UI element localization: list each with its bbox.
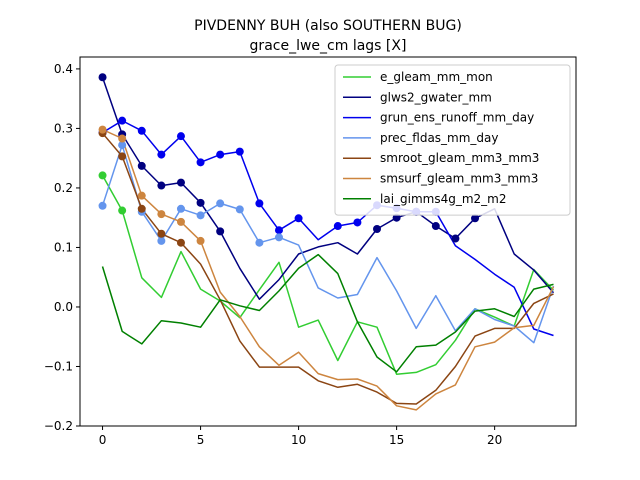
legend-label-prec_fldas_mm_day: prec_fldas_mm_day <box>380 131 499 145</box>
point-smroot_gleam_mm3_mm3-4 <box>176 238 185 247</box>
point-prec_fldas_mm_day-4 <box>176 204 185 213</box>
point-prec_fldas_mm_day-3 <box>157 236 166 245</box>
point-glws2_gwater_mm-3 <box>157 181 166 190</box>
point-glws2_gwater_mm-18 <box>451 234 460 243</box>
point-e_gleam_mm_mon-0 <box>98 171 107 180</box>
point-prec_fldas_mm_day-0 <box>98 201 107 210</box>
point-prec_fldas_mm_day-6 <box>216 199 225 208</box>
point-grun_ens_runoff_mm_day-2 <box>137 126 146 135</box>
x-axis: 0 5 10 15 20 <box>99 426 502 447</box>
legend-label-e_gleam_mm_mon: e_gleam_mm_mon <box>380 70 493 84</box>
legend-label-lai_gimms4g_m2_m2: lai_gimms4g_m2_m2 <box>380 192 507 206</box>
point-smroot_gleam_mm3_mm3-3 <box>157 229 166 238</box>
point-smsurf_gleam_mm3_mm3-2 <box>137 191 146 200</box>
legend-label-smroot_gleam_mm3_mm3: smroot_gleam_mm3_mm3 <box>380 151 539 165</box>
point-prec_fldas_mm_day-5 <box>196 211 205 220</box>
point-glws2_gwater_mm-4 <box>176 178 185 187</box>
point-glws2_gwater_mm-19 <box>471 214 480 223</box>
point-smsurf_gleam_mm3_mm3-1 <box>118 134 127 143</box>
legend-box <box>334 64 571 216</box>
point-grun_ens_runoff_mm_day-8 <box>255 199 264 208</box>
y-tick-label-0: −0.2 <box>44 419 73 433</box>
point-glws2_gwater_mm-0 <box>98 73 107 82</box>
point-smsurf_gleam_mm3_mm3-5 <box>196 236 205 245</box>
chart-title: PIVDENNY BUH (also SOUTHERN BUG) <box>194 18 462 34</box>
point-smsurf_gleam_mm3_mm3-0 <box>98 125 107 134</box>
point-glws2_gwater_mm-14 <box>373 225 382 234</box>
point-glws2_gwater_mm-2 <box>137 161 146 170</box>
point-grun_ens_runoff_mm_day-9 <box>274 226 283 235</box>
point-grun_ens_runoff_mm_day-4 <box>176 132 185 141</box>
x-tick-label-0: 0 <box>99 433 107 447</box>
point-grun_ens_runoff_mm_day-5 <box>196 158 205 167</box>
point-glws2_gwater_mm-5 <box>196 198 205 207</box>
y-tick-label-3: 0.1 <box>54 240 73 254</box>
series-line-lai_gimms4g_m2_m2 <box>101 253 554 373</box>
point-grun_ens_runoff_mm_day-3 <box>157 150 166 159</box>
point-grun_ens_runoff_mm_day-1 <box>118 116 127 125</box>
point-smsurf_gleam_mm3_mm3-3 <box>157 210 166 219</box>
point-prec_fldas_mm_day-8 <box>255 238 264 247</box>
point-grun_ens_runoff_mm_day-6 <box>216 150 225 159</box>
x-tick-label-20: 20 <box>487 433 502 447</box>
point-e_gleam_mm_mon-1 <box>118 206 127 215</box>
plot-frame <box>79 56 577 427</box>
point-grun_ens_runoff_mm_day-7 <box>235 147 244 156</box>
y-axis: −0.2 −0.1 0.0 0.1 0.2 0.3 0.4 <box>44 62 80 433</box>
point-prec_fldas_mm_day-9 <box>274 233 283 242</box>
y-tick-label-6: 0.4 <box>54 62 73 76</box>
point-grun_ens_runoff_mm_day-13 <box>353 218 362 227</box>
point-glws2_gwater_mm-17 <box>431 222 440 231</box>
series-line-grun_ens_runoff_mm_day <box>102 119 554 337</box>
y-tick-label-4: 0.2 <box>54 181 73 195</box>
legend: e_gleam_mm_mon glws2_gwater_mm grun_ens_ru… <box>334 64 571 216</box>
y-tick-label-5: 0.3 <box>54 121 73 135</box>
x-tick-label-15: 15 <box>389 433 404 447</box>
point-glws2_gwater_mm-15 <box>392 213 401 222</box>
point-smroot_gleam_mm3_mm3-2 <box>137 204 146 213</box>
point-prec_fldas_mm_day-1 <box>118 141 127 150</box>
chart-subtitle: grace_lwe_cm lags [X] <box>250 38 407 54</box>
point-glws2_gwater_mm-6 <box>216 227 225 236</box>
x-tick-label-5: 5 <box>197 433 205 447</box>
point-grun_ens_runoff_mm_day-10 <box>294 214 303 223</box>
point-smroot_gleam_mm3_mm3-1 <box>118 152 127 161</box>
y-tick-label-1: −0.1 <box>44 359 73 373</box>
point-prec_fldas_mm_day-7 <box>235 205 244 214</box>
legend-label-glws2_gwater_mm: glws2_gwater_mm <box>380 90 492 104</box>
legend-label-smsurf_gleam_mm3_mm3: smsurf_gleam_mm3_mm3 <box>380 172 538 186</box>
x-tick-label-10: 10 <box>291 433 306 447</box>
legend-label-grun_ens_runoff_mm_day: grun_ens_runoff_mm_day <box>380 111 534 125</box>
point-smsurf_gleam_mm3_mm3-4 <box>176 217 185 226</box>
y-tick-label-2: 0.0 <box>54 300 73 314</box>
point-grun_ens_runoff_mm_day-12 <box>333 222 342 231</box>
